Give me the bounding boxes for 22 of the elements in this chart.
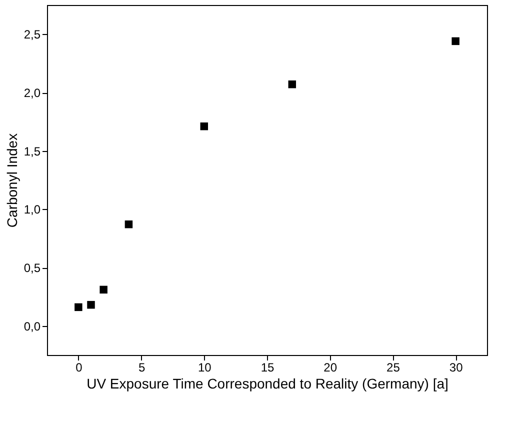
x-tick-label: 30	[449, 360, 464, 374]
point	[74, 303, 82, 312]
y-axis-title: Carbonyl Index	[4, 133, 20, 228]
y-tick-label: 2,0	[24, 86, 41, 100]
x-axis-title: UV Exposure Time Corresponded to Reality (Germany) [a]	[86, 376, 448, 392]
y-tick-label: 2,5	[24, 28, 41, 42]
point	[200, 122, 208, 130]
y-tick-label: 1,5	[24, 144, 41, 158]
x-tick-label: 10	[198, 360, 212, 374]
x-tick-label: 25	[386, 360, 400, 374]
point	[288, 80, 296, 88]
y-tick-label: 0,5	[24, 261, 41, 275]
y-tick-label: 1,0	[24, 202, 41, 217]
point	[87, 300, 95, 309]
x-tick-label: 20	[324, 360, 338, 374]
point	[100, 286, 108, 294]
point	[452, 37, 460, 46]
x-tick-label: 0	[76, 360, 83, 374]
x-tick-label: 15	[260, 360, 274, 374]
point	[124, 220, 133, 228]
x-tick-label: 5	[138, 360, 146, 374]
y-tick-label: 0,0	[24, 319, 41, 334]
